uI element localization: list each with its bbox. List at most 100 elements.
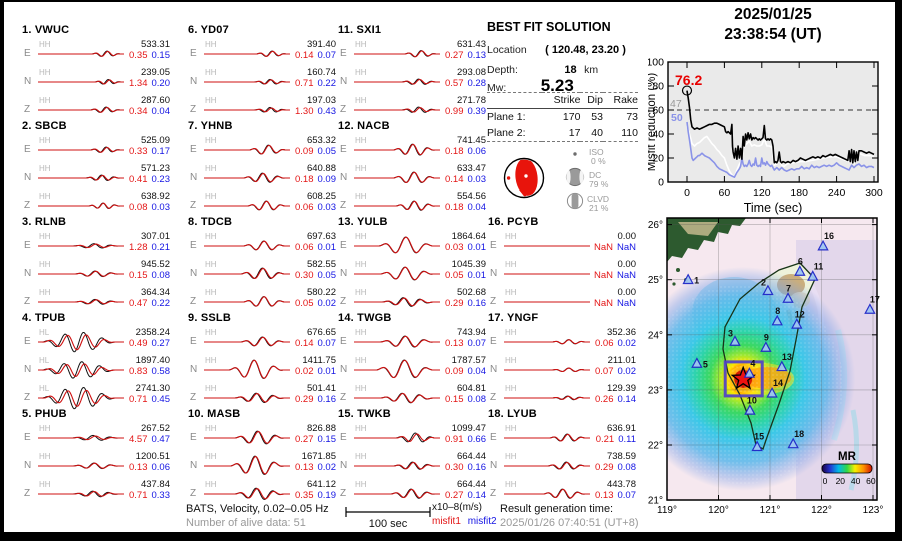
amplitude-value: 2358.24 [135,327,170,338]
waveform-trace [204,200,290,211]
amplitude-value: 580.22 [306,287,336,298]
trace-row-NACB-Z: Z HH 554.56 0.18 0.04 [338,191,486,219]
waveform-trace [504,395,590,401]
misfit-values: 0.06 0.03 [295,202,336,213]
amplitude-value: 267.52 [140,423,170,434]
amplitude-value: 0.00 [617,259,637,270]
col-dip: Dip [580,92,603,109]
channel-label: HH [355,480,367,489]
misfit2-value: 0.05 [317,270,337,281]
channel-label: HH [205,356,217,365]
misfit2-value: 0.13 [467,50,487,61]
misfit1-value: 0.09 [445,366,464,377]
map-station-triangle-17 [864,303,876,314]
misfit1-value: 0.71 [129,394,148,405]
channel-label: HH [39,232,51,241]
waveform-trace [504,367,590,373]
station-block-MASB: 10. MASB E HH 826.88 0.27 0.15 N HH 1671.85 0.13 0… [188,408,336,502]
map-station-number-12: 12 [795,309,805,319]
svg-text:60: 60 [719,187,731,199]
misfit1-value: 0.27 [445,490,464,501]
misfit-values: 0.27 0.15 [295,434,336,445]
trace-row-SSLB-E: E HH 676.65 0.14 0.07 [188,327,336,355]
station-title: 16. PCYB [488,216,539,228]
channel-label: HH [205,384,217,393]
station-title: 9. SSLB [188,312,231,324]
misfit-values: NaN NaN [594,242,636,253]
trace-row-TWGB-Z: Z HH 604.81 0.15 0.08 [338,383,486,411]
station-title: 14. TWGB [338,312,392,324]
component-label: Z [190,104,197,115]
station-block-SSLB: 9. SSLB E HH 676.65 0.14 0.07 N HH 1411.75 0.02 0.… [188,312,336,406]
misfit2-value: 0.01 [467,270,487,281]
trace-row-TDCB-Z: Z HH 580.22 0.05 0.02 [188,287,336,315]
y-axis-label: Misfit reduction (%) [648,73,658,172]
map-station-number-18: 18 [794,429,804,439]
misfit2-value: 0.06 [467,146,487,157]
map-lat-label: 24° [648,330,663,341]
channel-label: HH [205,452,217,461]
misfit2-value: 0.01 [317,366,337,377]
waveform-trace [354,359,440,379]
channel-label: HH [355,96,367,105]
misfit1-value: 0.06 [595,338,614,349]
component-label: N [490,268,498,279]
waveform-trace [504,245,590,247]
blue-start-value: 50 [671,112,683,124]
amplitude-value: 571.23 [140,163,170,174]
channel-label: HH [205,68,217,77]
trace-row-SSLB-N: N HH 1411.75 0.02 0.01 [188,355,336,383]
component-label: N [340,460,348,471]
misfit1-value: 0.05 [295,298,314,309]
best-misfit-value: 76.2 [675,72,702,88]
misfit2-value: 0.27 [151,338,171,349]
channel-label: HH [39,260,51,269]
misfit1-value: 4.57 [129,434,148,445]
channel-label: HH [205,40,217,49]
misfit-values: 0.71 0.22 [295,78,336,89]
waveform-trace [38,202,124,210]
amplitude-value: 1671.85 [301,451,336,462]
component-label: Z [24,392,31,403]
amplitude-value: 743.94 [456,327,486,338]
misfit2-legend: misfit2 [467,516,497,527]
waveform-trace [38,270,124,278]
map-station-number-4: 4 [750,358,755,368]
trace-row-RLNB-N: N HH 945.52 0.15 0.08 [22,259,170,287]
trace-row-TPUB-Z: Z HL 2741.30 0.71 0.45 [22,383,170,411]
map-station-number-5: 5 [703,359,708,369]
map-station-number-17: 17 [870,294,880,304]
waveform-trace [204,172,290,183]
svg-text:40: 40 [652,129,664,141]
misfit-values: 0.18 0.09 [295,174,336,185]
misfit2-value: 0.16 [317,394,337,405]
misfit2-value: 0.07 [317,338,337,349]
misfit1-value: 0.13 [295,462,314,473]
misfit1-value: 0.18 [445,146,464,157]
waveform-trace [354,266,440,281]
amplitude-value: 741.45 [456,135,486,146]
misfit1-value: 0.30 [445,462,464,473]
trace-row-YNGF-Z: Z HH 129.39 0.26 0.14 [488,383,636,411]
svg-text:100: 100 [648,57,664,69]
channel-label: HH [355,452,367,461]
misfit-values: 0.29 0.16 [445,298,486,309]
amplitude-value: 437.84 [140,479,170,490]
station-title: 15. TWKB [338,408,391,420]
channel-label: HH [355,40,367,49]
nodal-planes-table: Strike Dip Rake Plane 1: 170 53 73 Plane… [487,92,638,142]
amplitude-value: 1411.75 [302,355,336,366]
map-lon-label: 122° [811,505,832,516]
misfit2-value: 0.08 [151,270,171,281]
waveform-trace [354,392,440,404]
waveform-trace [354,143,440,156]
map-station-triangle-3 [729,335,741,346]
map-station-number-7: 7 [786,283,791,293]
misfit-values: 0.49 0.27 [129,338,170,349]
component-label: Z [190,392,197,403]
trace-row-LYUB-N: N HH 738.59 0.29 0.08 [488,451,636,479]
misfit1-value: 0.09 [295,146,314,157]
misfit-values: 0.18 0.04 [445,202,486,213]
plane1-strike: 170 [562,111,581,123]
